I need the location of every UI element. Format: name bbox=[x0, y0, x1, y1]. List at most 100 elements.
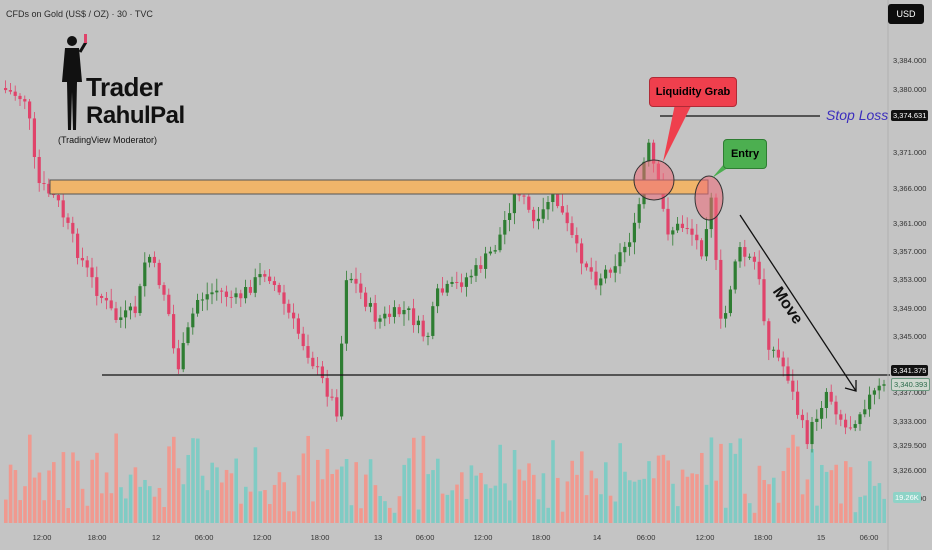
volume-bar bbox=[872, 485, 877, 523]
volume-bar bbox=[383, 501, 387, 523]
volume-bar bbox=[162, 507, 166, 523]
candle-body bbox=[47, 183, 51, 194]
candle-body bbox=[844, 419, 848, 428]
candle-body bbox=[820, 407, 824, 419]
candle-body bbox=[594, 271, 598, 286]
volume-bar bbox=[575, 474, 579, 523]
candle-body bbox=[181, 343, 185, 370]
volume-bar bbox=[239, 503, 243, 523]
volume-bar bbox=[776, 502, 781, 523]
volume-bar bbox=[488, 488, 493, 523]
candle-body bbox=[623, 246, 627, 253]
candle-body bbox=[248, 287, 252, 293]
candle-body bbox=[143, 262, 147, 287]
candle-body bbox=[407, 308, 411, 310]
price-tick-label: 3,353.000 bbox=[893, 275, 927, 285]
time-tick-label: 12:00 bbox=[32, 533, 52, 542]
price-tick-label: 3,333.000 bbox=[893, 416, 927, 426]
candle-body bbox=[618, 252, 622, 267]
candle-body bbox=[498, 234, 502, 251]
candle-body bbox=[829, 391, 833, 402]
volume-bar bbox=[517, 469, 522, 523]
volume-bar bbox=[95, 452, 99, 523]
volume-bar bbox=[277, 472, 282, 523]
volume-bar bbox=[306, 435, 310, 523]
volume-bar bbox=[594, 478, 598, 523]
volume-bar bbox=[148, 486, 152, 523]
volume-bar bbox=[805, 479, 810, 523]
volume-bar bbox=[685, 476, 690, 523]
candle-body bbox=[791, 380, 795, 392]
volume-bar bbox=[882, 498, 886, 523]
volume-bar bbox=[392, 512, 397, 523]
candle-body bbox=[589, 267, 593, 272]
candle-body bbox=[421, 320, 425, 337]
volume-bar bbox=[133, 467, 138, 523]
volume-bar bbox=[565, 481, 570, 523]
volume-bar bbox=[690, 473, 694, 523]
volume-bar bbox=[368, 459, 373, 523]
time-tick-label: 18:00 bbox=[531, 533, 551, 542]
candle-body bbox=[354, 278, 358, 284]
volume-bar bbox=[527, 463, 531, 523]
candle-body bbox=[402, 309, 406, 315]
liquidity-grab-label: Liquidity Grab bbox=[649, 77, 737, 107]
volume-bar bbox=[656, 455, 661, 523]
symbol-title[interactable]: CFDs on Gold (US$ / OZ) · 30 · TVC bbox=[6, 9, 153, 19]
candle-body bbox=[320, 366, 324, 379]
candle-body bbox=[469, 275, 473, 278]
candle-body bbox=[272, 281, 276, 285]
volume-bar bbox=[719, 443, 723, 523]
candle-body bbox=[700, 240, 704, 257]
volume-bar bbox=[229, 473, 234, 523]
volume-bar bbox=[863, 495, 867, 523]
price-tick-label: 3,380.000 bbox=[893, 84, 927, 94]
volume-bar bbox=[258, 491, 262, 523]
volume-bar bbox=[829, 470, 834, 523]
volume-bar bbox=[412, 437, 416, 523]
candle-body bbox=[815, 418, 819, 422]
candle-body bbox=[392, 307, 396, 317]
candle-body bbox=[172, 314, 176, 349]
candle-body bbox=[138, 286, 142, 314]
volume-bar bbox=[676, 506, 680, 523]
volume-bar bbox=[32, 477, 37, 523]
volume-bar bbox=[584, 495, 589, 523]
volume-bar bbox=[282, 482, 286, 523]
candle-body bbox=[383, 313, 387, 319]
stop-loss-price-tag: 3,374.631 bbox=[891, 110, 929, 121]
currency-button[interactable]: USD bbox=[888, 4, 924, 24]
volume-bar bbox=[210, 462, 214, 523]
volume-bar bbox=[100, 493, 104, 523]
candle-body bbox=[690, 228, 694, 235]
volume-bar bbox=[848, 467, 853, 523]
candle-body bbox=[882, 384, 886, 386]
volume-bar bbox=[484, 484, 488, 523]
volume-bar bbox=[628, 480, 632, 523]
volume-bar bbox=[76, 460, 80, 523]
candle-body bbox=[104, 297, 108, 301]
candle-body bbox=[676, 223, 680, 231]
volume-bar bbox=[551, 440, 555, 523]
candle-body bbox=[162, 285, 166, 295]
volume-bar bbox=[512, 450, 517, 523]
volume-bar bbox=[580, 451, 584, 523]
volume-bar bbox=[8, 464, 13, 523]
volume-bar bbox=[440, 493, 445, 523]
volume-bar bbox=[695, 474, 699, 523]
volume-bar bbox=[301, 453, 306, 523]
candle-body bbox=[220, 290, 224, 292]
candle-body bbox=[724, 313, 728, 319]
candle-body bbox=[460, 282, 464, 287]
candle-body bbox=[71, 222, 75, 234]
volume-bar bbox=[167, 446, 171, 523]
candle-body bbox=[632, 222, 636, 243]
candle-body bbox=[282, 292, 286, 304]
candle-body bbox=[776, 349, 780, 358]
volume-bar bbox=[42, 500, 46, 523]
volume-bar bbox=[608, 495, 613, 523]
volume-bar bbox=[388, 507, 392, 523]
candle-body bbox=[13, 91, 17, 96]
